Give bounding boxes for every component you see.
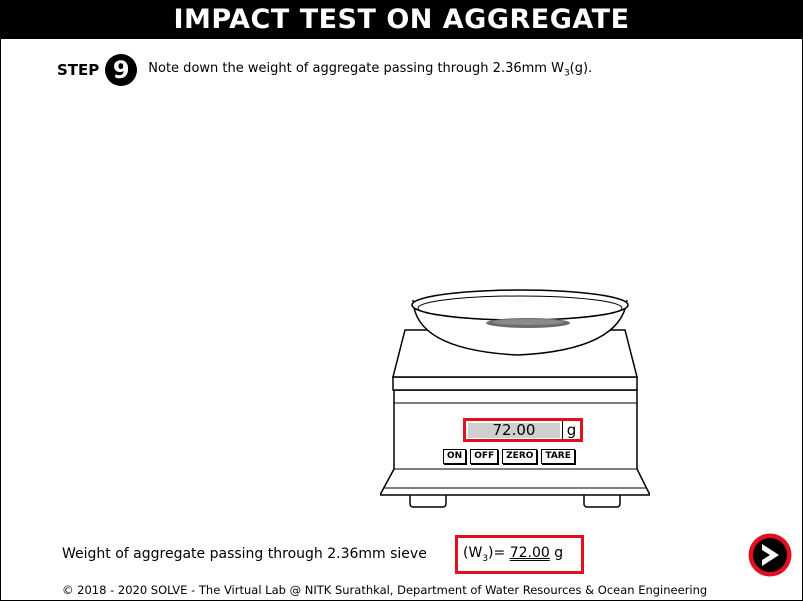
- step-text: Note down the weight of aggregate passin…: [148, 61, 593, 79]
- result-value-line: (W3)= 72.00 g: [463, 545, 564, 564]
- next-button[interactable]: [747, 532, 793, 578]
- chevron-right-icon: [762, 544, 779, 566]
- off-button[interactable]: OFF: [470, 449, 499, 464]
- scale-buttons: ON OFF ZERO TARE: [443, 449, 579, 464]
- weighing-scale: [380, 289, 650, 508]
- bowl-rim: [411, 289, 629, 321]
- step-label: STEP: [57, 61, 100, 79]
- scale-display-unit: g: [562, 421, 580, 440]
- result-label: Weight of aggregate passing through 2.36…: [62, 546, 427, 562]
- scale-platform: [392, 376, 638, 391]
- on-button[interactable]: ON: [443, 449, 467, 464]
- zero-button[interactable]: ZERO: [502, 449, 538, 464]
- result-value: 72.00: [509, 545, 550, 561]
- scale-display-value: 72.00: [468, 423, 560, 438]
- step-instruction: STEP 9 Note down the weight of aggregate…: [57, 54, 593, 86]
- tare-button[interactable]: TARE: [541, 449, 575, 464]
- result-box: (W3)= 72.00 g: [455, 535, 584, 574]
- page-title: IMPACT TEST ON AGGREGATE: [0, 0, 803, 39]
- scale-body: [380, 389, 650, 496]
- result-unit: g: [554, 545, 564, 561]
- scale-display: 72.00 g: [463, 418, 583, 442]
- footer-copyright: © 2018 - 2020 SOLVE - The Virtual Lab @ …: [62, 583, 708, 597]
- step-number-badge: 9: [105, 54, 138, 86]
